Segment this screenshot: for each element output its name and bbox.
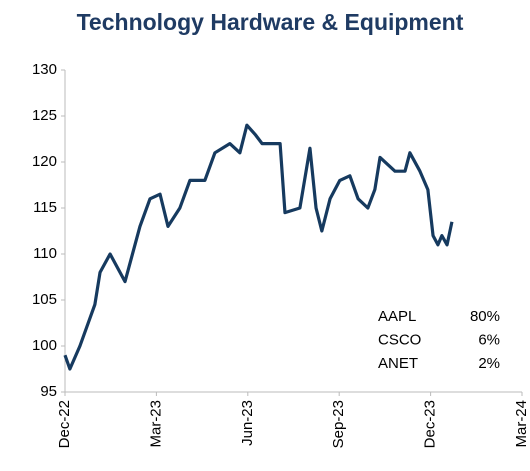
weight-name: CSCO: [378, 331, 421, 348]
weight-value: 6%: [478, 331, 500, 348]
x-tick-label: Sep-23: [330, 400, 347, 448]
weight-name: AAPL: [378, 308, 416, 325]
weight-value: 2%: [478, 355, 500, 372]
x-tick-label: Jun-23: [239, 400, 256, 446]
x-tick-label: Mar-23: [147, 400, 164, 448]
x-tick-label: Dec-22: [56, 400, 73, 448]
y-tick-label: 120: [32, 153, 57, 170]
x-tick-label: Dec-23: [422, 400, 439, 448]
chart-title: Technology Hardware & Equipment: [77, 9, 464, 35]
y-tick-label: 100: [32, 337, 57, 354]
y-tick-label: 130: [32, 61, 57, 78]
weight-value: 80%: [470, 308, 500, 325]
x-tick-label: Mar-24: [513, 400, 530, 448]
y-tick-label: 115: [33, 199, 57, 216]
y-tick-label: 105: [32, 291, 57, 308]
line-series: [63, 123, 454, 371]
y-tick-label: 95: [40, 383, 57, 400]
weight-name: ANET: [378, 355, 418, 372]
y-tick-label: 110: [33, 245, 57, 262]
y-tick-label: 125: [32, 107, 57, 124]
